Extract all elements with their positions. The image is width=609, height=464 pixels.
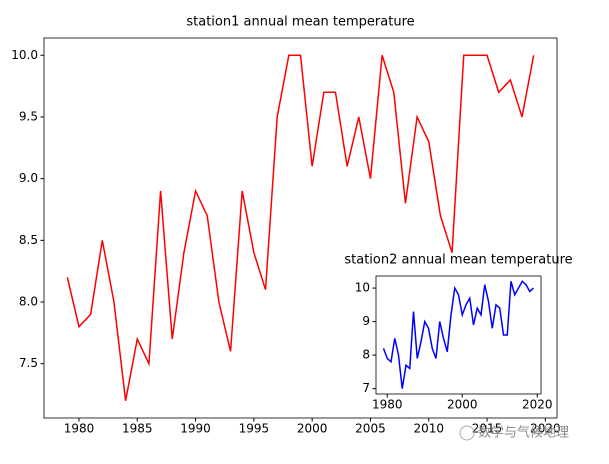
y-tick-label: 9.5 <box>19 109 38 123</box>
y-tick-label: 9 <box>362 314 370 328</box>
x-tick-label: 1995 <box>239 422 270 436</box>
y-tick-label: 7.5 <box>19 356 38 370</box>
y-tick-label: 7 <box>362 381 370 395</box>
x-tick-label: 1980 <box>64 422 95 436</box>
x-tick-label: 2000 <box>297 422 328 436</box>
x-tick-label: 2020 <box>530 422 561 436</box>
x-tick-label: 2010 <box>413 422 444 436</box>
x-tick-label: 2000 <box>447 398 478 412</box>
y-tick-label: 10.0 <box>11 48 38 62</box>
y-tick-label: 8 <box>362 348 370 362</box>
y-tick-label: 9.0 <box>19 171 38 185</box>
watermark: 数学与气候地理 <box>478 425 569 441</box>
axes-frame <box>43 37 558 419</box>
x-tick-label: 1985 <box>122 422 153 436</box>
x-tick-label: 2005 <box>355 422 386 436</box>
x-tick-label: 1980 <box>372 398 403 412</box>
y-tick-label: 8.0 <box>19 295 38 309</box>
x-tick-label: 2020 <box>522 398 553 412</box>
axes-frame <box>375 275 542 395</box>
chart-title: station2 annual mean temperature <box>344 253 572 268</box>
y-tick-label: 8.5 <box>19 233 38 247</box>
watermark-icon <box>459 425 475 441</box>
x-tick-label: 2015 <box>472 422 503 436</box>
chart-title: station1 annual mean temperature <box>186 15 414 30</box>
data-line <box>382 280 534 389</box>
x-tick-label: 1990 <box>180 422 211 436</box>
data-line <box>66 54 535 401</box>
y-tick-label: 10 <box>355 281 370 295</box>
